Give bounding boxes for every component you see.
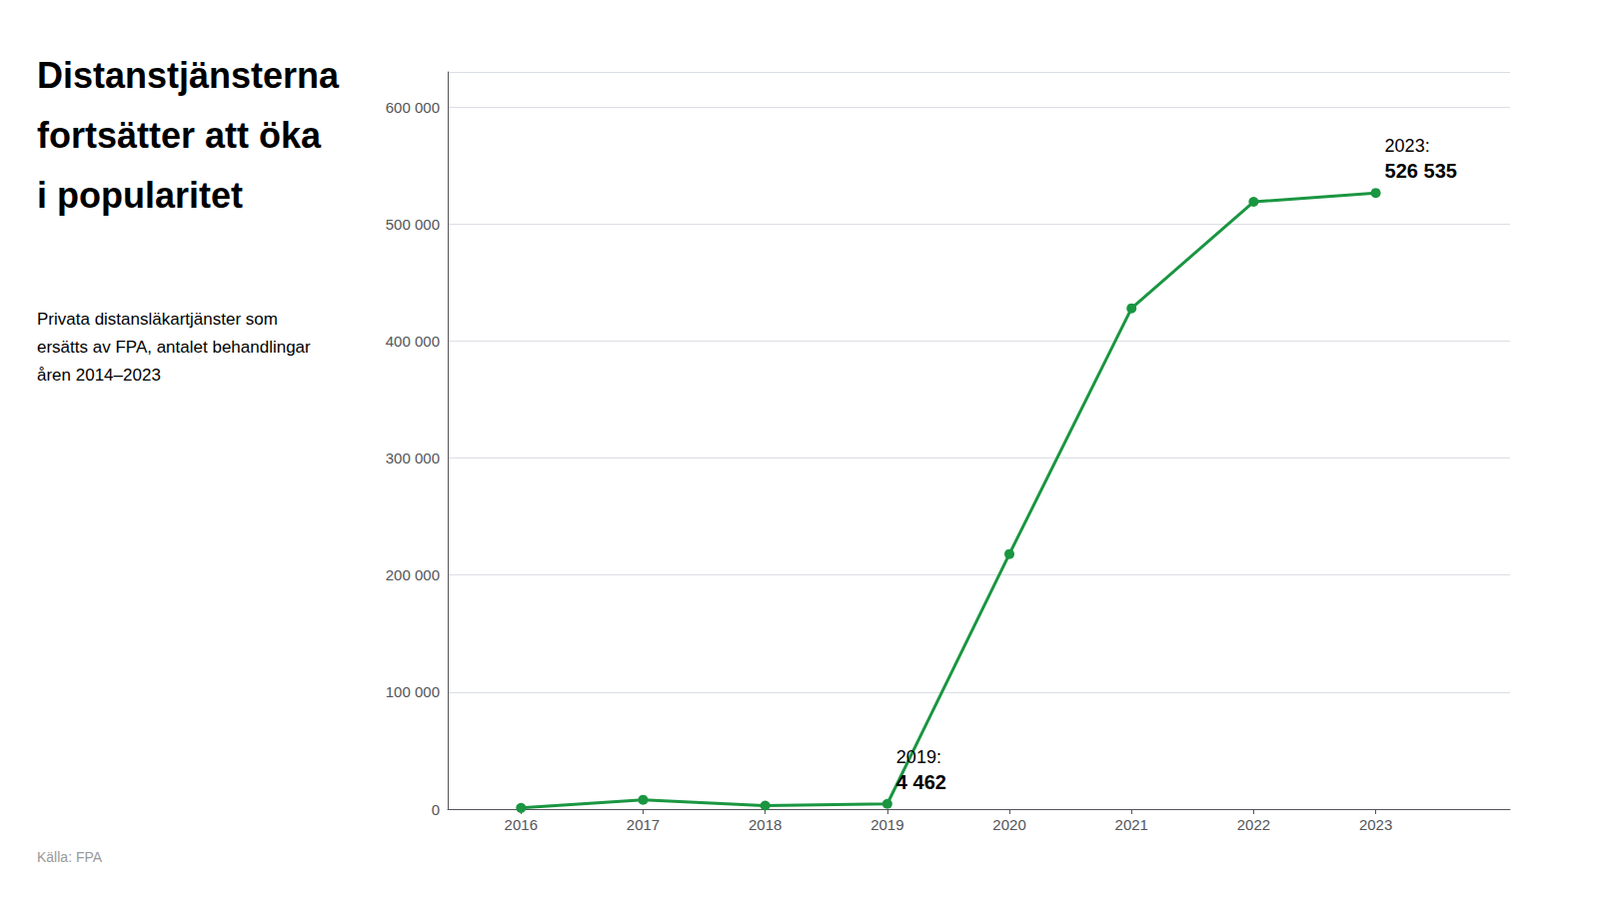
svg-text:fortsätter att öka: fortsätter att öka [36,114,322,156]
svg-text:400 000: 400 000 [385,332,440,350]
svg-text:2023:: 2023: [1385,135,1431,156]
svg-text:Distanstjänsterna: Distanstjänsterna [36,54,340,96]
svg-text:åren 2014–2023: åren 2014–2023 [36,365,161,385]
svg-text:2016: 2016 [504,816,538,834]
svg-text:500 000: 500 000 [385,215,440,233]
svg-text:200 000: 200 000 [385,566,440,584]
svg-text:2019: 2019 [870,816,904,834]
svg-text:2018: 2018 [748,816,782,834]
svg-text:Privata distansläkartjänster s: Privata distansläkartjänster som [36,309,278,329]
svg-text:2020: 2020 [992,816,1026,834]
svg-text:526 535: 526 535 [1385,159,1458,182]
svg-text:ersätts av FPA, antalet behand: ersätts av FPA, antalet behandlingar [36,337,311,357]
svg-text:300 000: 300 000 [385,449,440,467]
svg-text:0: 0 [431,801,440,819]
svg-text:4 462: 4 462 [896,771,947,794]
svg-text:2017: 2017 [626,816,660,834]
svg-text:100 000: 100 000 [385,683,440,701]
svg-text:600 000: 600 000 [385,98,440,116]
svg-text:2023: 2023 [1359,816,1393,834]
svg-text:i popularitet: i popularitet [36,174,243,216]
svg-text:2022: 2022 [1237,816,1271,834]
svg-text:2019:: 2019: [896,747,942,768]
svg-text:Källa: FPA: Källa: FPA [36,849,103,866]
svg-text:2021: 2021 [1115,816,1149,834]
